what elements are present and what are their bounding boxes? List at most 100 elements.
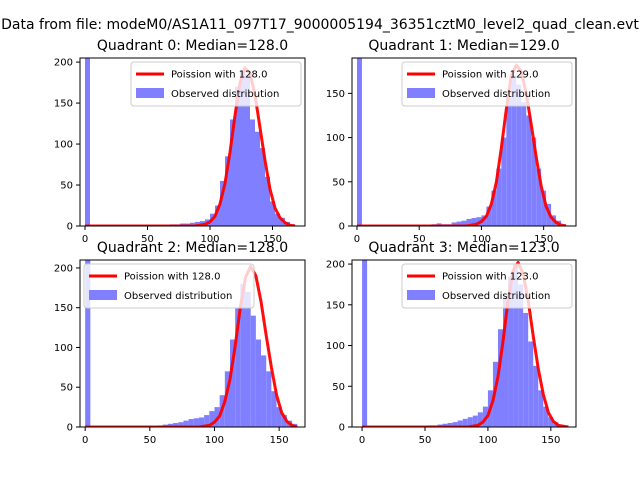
histogram-bar bbox=[511, 75, 517, 226]
figure-title: Data from file: modeM0/AS1A11_097T17_900… bbox=[1, 17, 639, 33]
x-tick-label: 50 bbox=[143, 435, 156, 446]
histogram-bar bbox=[250, 315, 256, 427]
plot-area bbox=[356, 58, 567, 226]
legend-box bbox=[83, 263, 255, 309]
histogram-bar bbox=[235, 307, 241, 427]
y-tick-label: 50 bbox=[60, 383, 73, 394]
x-tick-label: 0 bbox=[82, 234, 88, 245]
histogram-bar bbox=[523, 312, 529, 427]
legend-label-poisson: Poission with 123.0 bbox=[442, 272, 538, 283]
quadrant-3-panel: 0 50 100 150 0 50 100 150 200 Quadrant 3: Median=… bbox=[326, 240, 577, 446]
panel-title: Quadrant 1: Median=129.0 bbox=[368, 38, 559, 54]
legend-box bbox=[130, 61, 302, 107]
histogram-bar bbox=[198, 417, 205, 427]
legend-label-observed: Observed distribution bbox=[442, 291, 550, 302]
legend-label-observed: Observed distribution bbox=[171, 89, 279, 100]
x-tick-label: 50 bbox=[419, 435, 432, 446]
histogram-bar bbox=[486, 206, 492, 226]
panel-title: Quadrant 2: Median=128.0 bbox=[97, 240, 288, 256]
legend-box bbox=[401, 263, 573, 309]
histogram-bar bbox=[85, 260, 91, 427]
x-tick-label: 0 bbox=[354, 234, 360, 245]
y-tick-label: 50 bbox=[332, 382, 345, 393]
legend-swatch-observed bbox=[136, 88, 164, 98]
histogram-bar bbox=[265, 176, 270, 226]
histogram-bar bbox=[245, 291, 251, 427]
histogram-bar bbox=[240, 283, 246, 427]
quadrant-0-panel: 0 50 100 150 0 50 100 150 200 Quadrant 0: Median=… bbox=[54, 38, 306, 245]
histogram-bar bbox=[506, 97, 512, 226]
histogram-bar bbox=[472, 415, 478, 427]
y-tick-label: 100 bbox=[54, 343, 73, 354]
axes-frame bbox=[79, 57, 306, 227]
histogram-bar bbox=[230, 119, 235, 226]
histogram-bar bbox=[461, 220, 467, 226]
x-tick-label: 50 bbox=[413, 234, 426, 245]
histogram-bar bbox=[173, 423, 179, 427]
y-tick-label: 0 bbox=[67, 222, 73, 233]
y-tick-label: 100 bbox=[326, 341, 345, 352]
legend: Poission with 129.0 Observed distribution bbox=[401, 61, 573, 107]
histogram-bar bbox=[255, 339, 262, 427]
axes-frame bbox=[351, 259, 577, 428]
x-tick-label: 100 bbox=[200, 234, 219, 245]
plot-area bbox=[362, 260, 569, 427]
y-tick-label: 200 bbox=[54, 263, 73, 274]
legend: Poission with 128.0 Observed distribution bbox=[83, 263, 255, 309]
histogram-bar bbox=[167, 423, 174, 427]
histogram-bar bbox=[362, 260, 368, 427]
histogram-bar bbox=[528, 341, 534, 427]
legend-label-observed: Observed distribution bbox=[442, 89, 550, 100]
legend-swatch-observed bbox=[407, 88, 435, 98]
histogram-bar bbox=[356, 58, 362, 226]
histogram-bar bbox=[230, 339, 236, 427]
histogram-bar bbox=[250, 119, 255, 226]
histogram-bar bbox=[85, 58, 90, 226]
histogram-bar bbox=[276, 407, 282, 427]
y-tick-label: 150 bbox=[326, 89, 345, 100]
histogram-bar bbox=[220, 180, 225, 226]
histogram-bar bbox=[235, 86, 240, 226]
legend-label-poisson: Poission with 128.0 bbox=[171, 70, 267, 81]
y-tick-label: 0 bbox=[67, 423, 73, 434]
histogram-bar bbox=[508, 276, 514, 427]
histogram-bar bbox=[501, 137, 507, 226]
y-tick-label: 200 bbox=[54, 58, 73, 69]
histogram-bar bbox=[521, 102, 527, 226]
histogram-bar bbox=[204, 415, 210, 427]
histogram-bar bbox=[541, 190, 547, 226]
histogram-bar bbox=[261, 355, 267, 427]
histogram-bar bbox=[195, 221, 200, 226]
y-tick-label: 0 bbox=[339, 423, 345, 434]
legend: Poission with 128.0 Observed distribution bbox=[130, 61, 302, 107]
y-tick-label: 50 bbox=[332, 177, 345, 188]
panels: 0 50 100 150 0 50 100 150 200 Quadrant 0: Median=… bbox=[54, 38, 577, 446]
histogram-bar bbox=[548, 417, 554, 427]
y-tick-label: 0 bbox=[339, 222, 345, 233]
legend-label-observed: Observed distribution bbox=[124, 291, 232, 302]
histogram-bar bbox=[497, 329, 504, 427]
x-tick-label: 150 bbox=[541, 435, 560, 446]
histogram-bar bbox=[466, 218, 472, 226]
histogram-bar bbox=[513, 264, 519, 427]
x-tick-label: 50 bbox=[141, 234, 154, 245]
x-tick-label: 100 bbox=[478, 435, 497, 446]
histogram-bar bbox=[183, 420, 189, 427]
legend-swatch-observed bbox=[407, 290, 435, 300]
y-tick-label: 150 bbox=[326, 300, 345, 311]
panel-title: Quadrant 3: Median=123.0 bbox=[368, 240, 559, 256]
histogram-bar bbox=[447, 422, 453, 427]
legend: Poission with 123.0 Observed distribution bbox=[401, 263, 573, 309]
histogram-bar bbox=[270, 201, 275, 226]
histogram-bar bbox=[281, 415, 287, 427]
quadrant-1-panel: 0 50 100 150 0 50 100 150 Quadrant 1: Median=129… bbox=[326, 38, 577, 245]
histogram-bar bbox=[462, 418, 468, 427]
histogram-bar bbox=[215, 205, 220, 226]
histogram-bar bbox=[188, 419, 194, 427]
histogram-bar bbox=[526, 115, 532, 226]
histogram-bar bbox=[225, 156, 230, 226]
panel-title: Quadrant 0: Median=128.0 bbox=[97, 38, 288, 54]
legend-label-poisson: Poission with 129.0 bbox=[442, 70, 538, 81]
y-tick-label: 100 bbox=[54, 140, 73, 151]
